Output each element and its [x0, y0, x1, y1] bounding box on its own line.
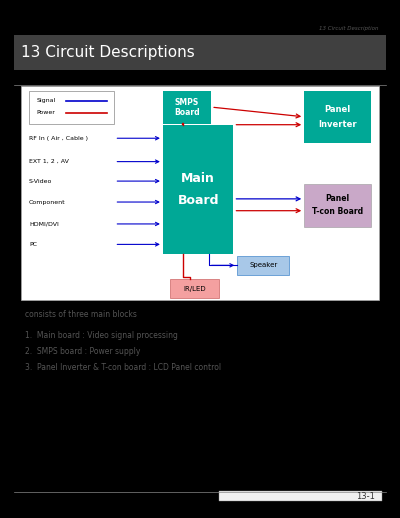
Text: Panel: Panel: [324, 105, 351, 114]
Text: Board: Board: [174, 108, 200, 118]
Bar: [163, 125, 234, 254]
Bar: [304, 91, 371, 143]
Text: 3.  Panel Inverter & T-con board : LCD Panel control: 3. Panel Inverter & T-con board : LCD Pa…: [25, 363, 221, 372]
Text: 13-1 Block description: 13-1 Block description: [22, 73, 146, 82]
Bar: [163, 91, 211, 124]
Bar: [29, 91, 114, 124]
Text: HDMI/DVI: HDMI/DVI: [29, 221, 59, 226]
Text: RF In ( Air , Cable ): RF In ( Air , Cable ): [29, 136, 88, 141]
Text: Main: Main: [181, 172, 215, 185]
Bar: [237, 256, 289, 275]
Text: 1.  Main board : Video signal processing: 1. Main board : Video signal processing: [25, 330, 178, 340]
Bar: [304, 183, 371, 227]
Text: S-Video: S-Video: [29, 179, 52, 183]
Bar: [219, 491, 382, 501]
Text: SMPS: SMPS: [175, 98, 199, 107]
Text: Inverter: Inverter: [318, 120, 357, 128]
Text: consists of three main blocks: consists of three main blocks: [25, 310, 137, 319]
Text: T-con Board: T-con Board: [312, 207, 363, 216]
Text: PC: PC: [29, 242, 37, 247]
Text: Panel: Panel: [326, 194, 350, 203]
Text: Signal: Signal: [36, 98, 56, 103]
Text: 13 Circuit Descriptions: 13 Circuit Descriptions: [22, 45, 195, 60]
Text: Component: Component: [29, 199, 66, 205]
Text: Power: Power: [36, 110, 55, 116]
Bar: [170, 279, 218, 298]
Bar: [14, 35, 386, 70]
Text: EXT 1, 2 , AV: EXT 1, 2 , AV: [29, 159, 69, 164]
Text: IR/LED: IR/LED: [183, 286, 206, 292]
Bar: [22, 86, 378, 300]
Text: 13-1: 13-1: [356, 492, 375, 500]
Text: 2.  SMPS board : Power supply: 2. SMPS board : Power supply: [25, 347, 140, 356]
Text: 13 Circuit Description: 13 Circuit Description: [319, 26, 378, 31]
Text: Speaker: Speaker: [249, 262, 277, 268]
Text: Board: Board: [177, 194, 219, 207]
